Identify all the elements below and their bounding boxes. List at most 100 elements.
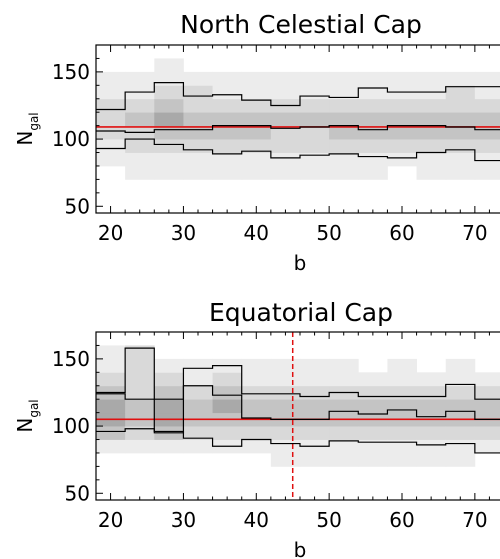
density-cell (358, 426, 388, 440)
histogram-lines (96, 347, 500, 454)
density-cell (445, 439, 476, 454)
x-axis-label: b (294, 251, 307, 275)
density-cell (445, 152, 476, 167)
density-cell (358, 85, 388, 100)
density-cell (474, 139, 500, 153)
density-cell (416, 426, 447, 440)
density-cell (154, 152, 184, 167)
density-cell (96, 358, 126, 373)
density-cell (241, 125, 272, 140)
histogram-lines (96, 82, 500, 162)
density-cell (183, 85, 213, 100)
density-cell (445, 426, 476, 440)
density-cell (474, 98, 500, 113)
density-cell (474, 399, 500, 414)
density-cell (125, 439, 155, 454)
density-cell (416, 452, 447, 467)
north-celestial-cap-panel: North Celestial Cap 20 30 40 50 60 70 50 100 15… (13, 10, 500, 275)
density-cell (300, 385, 330, 400)
density-cell (154, 98, 184, 113)
density-cell (387, 112, 417, 127)
density-cell (416, 399, 447, 414)
density-cell (445, 399, 476, 414)
density-cell (416, 98, 447, 113)
density-cell (96, 71, 126, 86)
density-cell (474, 165, 500, 180)
density-cell (358, 372, 388, 387)
density-cell (329, 125, 359, 140)
density-cell (416, 372, 447, 387)
density-cell (270, 112, 301, 127)
density-cell (96, 125, 126, 140)
y-axis-ticks: 50 100 150 (52, 44, 103, 218)
density-cell (125, 139, 155, 153)
density-cell (125, 358, 155, 373)
x-tick-label: 60 (389, 221, 414, 245)
y-axis-label: Ngal (13, 399, 41, 432)
density-cell (445, 85, 476, 100)
density-cell (300, 112, 330, 127)
density-cell (387, 439, 417, 454)
density-cell (474, 426, 500, 440)
density-cell (125, 152, 155, 167)
y-tick-label: 150 (52, 60, 90, 84)
density-cell (183, 372, 213, 387)
density-cell (96, 139, 126, 153)
x-tick-label: 20 (98, 221, 123, 245)
density-map (96, 345, 500, 467)
x-tick-label: 50 (316, 221, 341, 245)
x-axis-ticks: 20 30 40 50 60 70 (98, 332, 490, 532)
density-cell (329, 71, 359, 86)
density-cell (154, 165, 184, 180)
density-cell (96, 399, 126, 414)
density-cell (270, 439, 301, 454)
y-tick-label: 100 (52, 127, 90, 151)
density-cell (183, 139, 213, 153)
density-cell (445, 71, 476, 86)
x-tick-label: 70 (462, 221, 487, 245)
density-cell (329, 165, 359, 180)
density-cell (212, 85, 243, 100)
density-cell (212, 385, 243, 400)
density-cell (125, 345, 155, 360)
density-cell (183, 165, 213, 180)
density-cell (329, 98, 359, 113)
density-cell (329, 358, 359, 373)
density-cell (474, 152, 500, 167)
density-cell (474, 112, 500, 127)
x-tick-label: 70 (462, 508, 487, 532)
step-series-line (96, 138, 500, 162)
density-cell (300, 372, 330, 387)
density-cell (300, 426, 330, 440)
density-cell (270, 385, 301, 400)
density-cell (241, 385, 272, 400)
x-tick-label: 30 (171, 221, 196, 245)
density-cell (387, 139, 417, 153)
x-tick-label: 40 (244, 508, 269, 532)
density-cell (300, 71, 330, 86)
density-cell (270, 125, 301, 140)
density-cell (212, 71, 243, 86)
density-cell (241, 426, 272, 440)
density-cell (241, 372, 272, 387)
density-cell (270, 152, 301, 167)
density-cell (387, 71, 417, 86)
density-cell (96, 345, 126, 360)
density-cell (212, 426, 243, 440)
density-cell (241, 152, 272, 167)
density-cell (125, 399, 155, 414)
density-cell (125, 426, 155, 440)
density-cell (300, 98, 330, 113)
density-cell (212, 112, 243, 127)
step-series-line (96, 82, 500, 111)
density-cell (387, 385, 417, 400)
density-cell (154, 85, 184, 100)
density-cell (300, 125, 330, 140)
density-cell (300, 85, 330, 100)
density-cell (416, 112, 447, 127)
density-cell (445, 165, 476, 180)
density-cell (154, 358, 184, 373)
y-tick-label: 100 (52, 414, 90, 438)
density-cell (125, 112, 155, 127)
density-cell (445, 372, 476, 387)
